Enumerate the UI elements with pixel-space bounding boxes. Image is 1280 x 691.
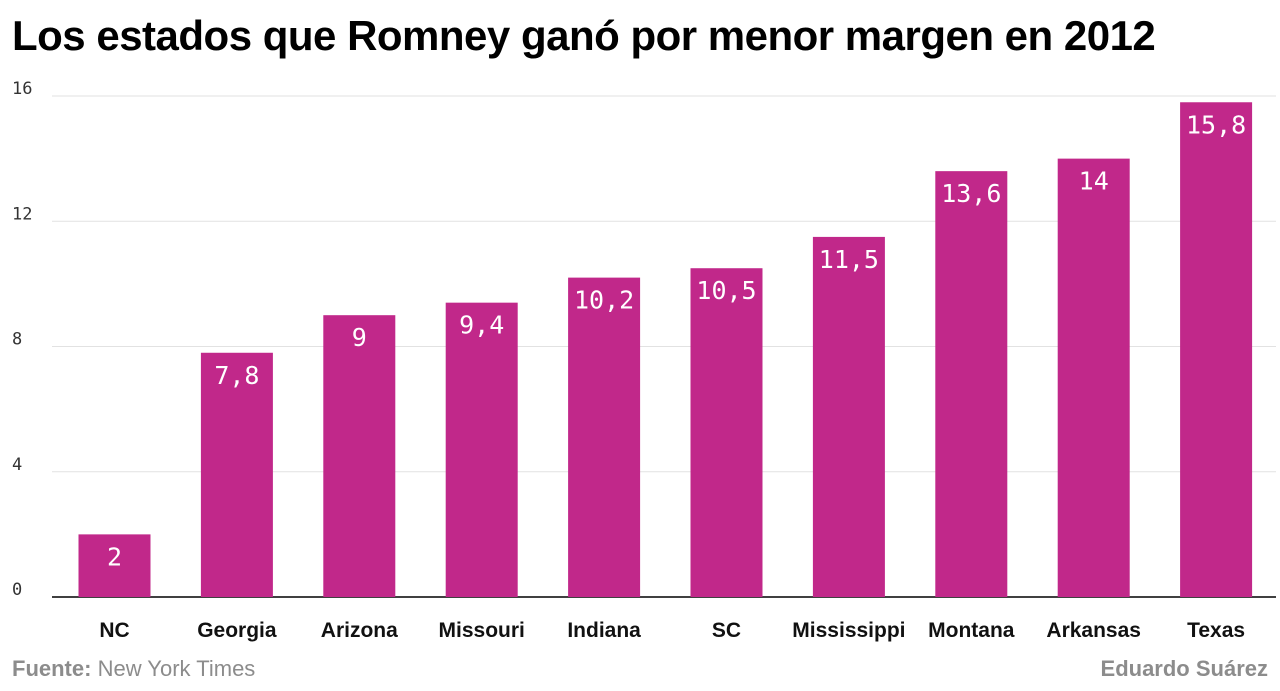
bar-value-label: 10,2 xyxy=(574,286,634,315)
source-label: Fuente: xyxy=(12,656,92,681)
x-category-label: Georgia xyxy=(197,619,277,642)
source-value: New York Times xyxy=(97,656,256,681)
y-tick-label: 12 xyxy=(12,204,32,224)
x-category-label: Arkansas xyxy=(1046,619,1141,642)
bar-value-label: 11,5 xyxy=(819,245,879,274)
bar-value-label: 9 xyxy=(352,323,367,352)
x-category-label: Indiana xyxy=(567,619,641,642)
y-axis-ticks: 0 4 8 12 16 xyxy=(12,79,32,600)
bar-value-label: 10,5 xyxy=(696,276,756,305)
author-credit: Eduardo Suárez xyxy=(1100,656,1268,681)
bar-value-label: 9,4 xyxy=(459,311,504,340)
bar-value-label: 2 xyxy=(107,542,122,571)
chart-title: Los estados que Romney ganó por menor ma… xyxy=(12,12,1156,59)
x-category-label: Montana xyxy=(928,619,1015,642)
x-category-label: Missouri xyxy=(439,619,525,642)
bar xyxy=(323,315,396,597)
y-tick-label: 0 xyxy=(12,580,22,600)
bar xyxy=(935,171,1008,597)
x-category-label: Mississippi xyxy=(792,619,905,642)
bar xyxy=(78,534,151,597)
bar xyxy=(200,352,273,597)
y-tick-label: 16 xyxy=(12,79,32,99)
bar-value-label: 13,6 xyxy=(941,179,1001,208)
bar-value-label: 14 xyxy=(1079,167,1109,196)
bar xyxy=(812,236,885,597)
bar-value-label: 15,8 xyxy=(1186,110,1246,139)
x-category-label: SC xyxy=(712,619,741,642)
y-tick-label: 4 xyxy=(12,455,22,475)
source-note: Fuente: New York Times xyxy=(12,656,255,682)
bar xyxy=(445,302,518,597)
x-category-label: Texas xyxy=(1187,619,1245,642)
bar xyxy=(1180,102,1253,597)
x-category-label: NC xyxy=(99,619,129,642)
y-tick-label: 8 xyxy=(12,330,22,350)
bar xyxy=(690,268,763,597)
bar xyxy=(568,277,641,597)
bar xyxy=(1057,158,1130,597)
bars: 2 7,8 9 9,4 10,2 10,5 11,5 13,6 14 15,8 xyxy=(78,102,1253,597)
x-axis-labels: NC Georgia Arizona Missouri Indiana SC Mississ… xyxy=(99,619,1245,642)
bar-value-label: 7,8 xyxy=(214,361,259,390)
x-category-label: Arizona xyxy=(321,619,398,642)
